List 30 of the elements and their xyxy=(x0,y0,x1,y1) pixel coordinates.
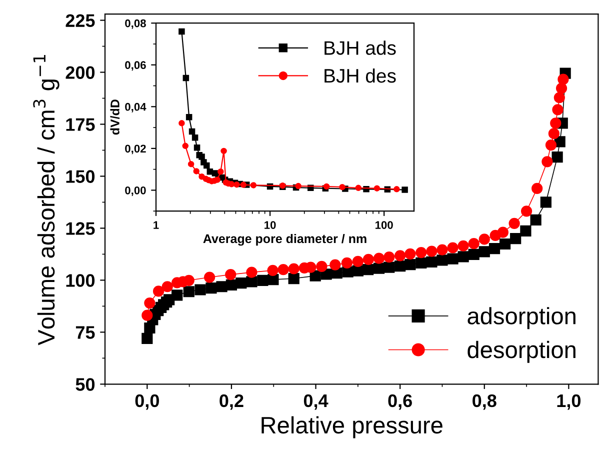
x-tick-label: 10 xyxy=(264,221,276,229)
y-tick-label: 0,06 xyxy=(125,61,146,71)
x-tick-label: 0,6 xyxy=(388,394,412,410)
x-axis-title: Relative pressure xyxy=(262,416,442,438)
x-tick-label: 0,4 xyxy=(304,394,328,410)
y-tick-label: 200 xyxy=(66,66,95,79)
y-tick-label: 225 xyxy=(66,14,95,27)
y-tick-label: 75 xyxy=(76,326,95,339)
x-tick-label: 0,8 xyxy=(472,394,496,410)
y-tick-label: 150 xyxy=(66,170,95,183)
x-axis-title: Average pore diameter / nm xyxy=(203,234,366,246)
y-tick-label: 50 xyxy=(76,378,95,391)
x-tick-label: 0,0 xyxy=(135,394,159,410)
y-tick-label: 0,04 xyxy=(125,102,146,112)
y-axis-title: dV/dD xyxy=(110,100,120,135)
y-tick-label: 175 xyxy=(66,118,95,131)
y-tick-label: 0,08 xyxy=(125,19,146,29)
y-axis-title: Volume adsorbed / cm$^{3}$ g$^{−1}$ xyxy=(33,54,60,346)
x-tick-label: 1,0 xyxy=(557,394,581,410)
y-tick-label: 0,00 xyxy=(125,186,146,196)
legend-label: BJH des xyxy=(324,68,396,83)
legend-label: desorption xyxy=(468,340,576,363)
x-tick-label: 1 xyxy=(154,221,159,229)
y-tick-label: 100 xyxy=(66,274,95,287)
x-tick-label: 100 xyxy=(376,221,393,229)
legend-label: BJH ads xyxy=(324,40,396,55)
y-tick-label: 125 xyxy=(66,222,95,235)
legend-label: adsorption xyxy=(468,307,576,330)
x-tick-label: 0,2 xyxy=(220,394,244,410)
y-tick-label: 0,02 xyxy=(125,144,146,154)
